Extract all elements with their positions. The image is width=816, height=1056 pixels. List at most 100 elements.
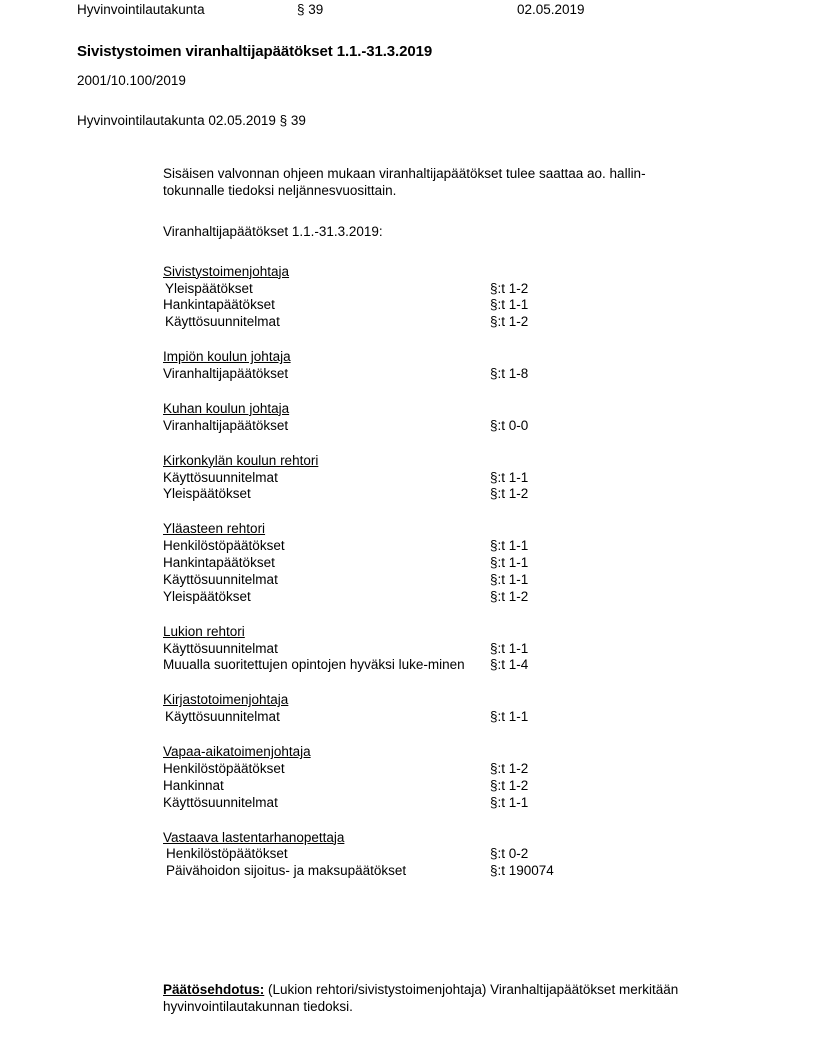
decision-row: Hankintapäätökset §:t 1-1 [163,297,763,314]
role-section: Impiön koulun johtaja Viranhaltijapäätöks… [163,349,763,383]
decision-row-value: §:t 0-0 [490,417,529,433]
decision-row-label: Käyttösuunnitelmat [163,571,278,587]
decision-row: Viranhaltijapäätökset §:t 0-0 [163,418,763,435]
header-organization: Hyvinvointilautakunta [77,2,205,17]
intro-line-2: tokunnalle tiedoksi neljännesvuosittain. [163,182,397,198]
role-heading: Yläasteen rehtori [163,521,266,537]
decision-row: Muualla suoritettujen opintojen hyväksi … [163,657,763,674]
decision-row: Yleispäätökset §:t 1-2 [163,281,763,298]
decision-row-value: §:t 1-2 [490,588,529,604]
role-rows: Yleispäätökset §:t 1-2 Hankintapäätökset §:… [163,281,763,332]
decision-row: Henkilöstöpäätökset §:t 1-1 [163,538,763,555]
decision-row: Käyttösuunnitelmat §:t 1-2 [163,314,763,331]
decision-row: Päivähoidon sijoitus- ja maksupäätökset §… [163,863,763,880]
role-section: Sivistystoimenjohtaja Yleispäätökset §:t 1… [163,264,763,332]
decision-row-value: §:t 1-1 [490,297,529,313]
decision-row: Henkilöstöpäätökset §:t 0-2 [163,846,763,863]
decision-row: Yleispäätökset §:t 1-2 [163,589,763,606]
role-heading: Kuhan koulun johtaja [163,400,290,416]
decision-row-value: §:t 0-2 [490,846,529,862]
decision-row: Käyttösuunnitelmat §:t 1-1 [163,572,763,589]
decision-row-value: §:t 1-2 [490,777,529,793]
meeting-line: Hyvinvointilautakunta 02.05.2019 § 39 [77,113,306,128]
decision-row-label: Henkilöstöpäätökset [166,846,288,862]
role-rows: Käyttösuunnitelmat §:t 1-1 Yleispäätökset §… [163,470,763,504]
decision-row-label: Hankintapäätökset [163,297,275,313]
reference-number: 2001/10.100/2019 [77,73,186,88]
role-rows: Käyttösuunnitelmat §:t 1-1 Muualla suorite… [163,641,763,675]
role-sections-list: Sivistystoimenjohtaja Yleispäätökset §:t 1… [163,241,763,881]
proposal-text: (Lukion rehtori/sivistystoimenjohtaja) V… [163,982,679,1014]
proposal-label: Päätösehdotus: [163,982,265,997]
decision-row: Hankinnat §:t 1-2 [163,778,763,795]
decision-row-label: Päivähoidon sijoitus- ja maksupäätökset [166,863,407,879]
role-rows: Henkilöstöpäätökset §:t 0-2 Päivähoidon si… [163,846,763,880]
decision-row-label: Käyttösuunnitelmat [165,314,280,330]
role-heading: Vastaava lastentarhanopettaja [163,829,345,845]
role-section: Yläasteen rehtori Henkilöstöpäätökset §:t … [163,521,763,605]
decision-row-value: §:t 1-2 [490,280,529,296]
decision-row-value: §:t 1-1 [490,469,529,485]
decision-row-value: §:t 1-2 [490,760,529,776]
decision-row: Hankintapäätökset §:t 1-1 [163,555,763,572]
decision-row-value: §:t 190074 [490,863,554,879]
role-rows: Viranhaltijapäätökset §:t 1-8 [163,366,763,383]
page-title: Sivistystoimen viranhaltijapäätökset 1.1… [77,43,433,61]
list-lead-in: Viranhaltijapäätökset 1.1.-31.3.2019: [163,223,383,239]
role-heading: Kirjastotoimenjohtaja [163,692,289,708]
decision-row: Käyttösuunnitelmat §:t 1-1 [163,795,763,812]
role-rows: Viranhaltijapäätökset §:t 0-0 [163,418,763,435]
role-section: Vastaava lastentarhanopettaja Henkilöstöp… [163,830,763,881]
role-section: Kirkonkylän koulun rehtori Käyttösuunnite… [163,453,763,504]
role-section: Kuhan koulun johtaja Viranhaltijapäätökse… [163,401,763,435]
decision-row-value: §:t 1-1 [490,538,529,554]
role-section: Vapaa-aikatoimenjohtaja Henkilöstöpäätöks… [163,744,763,812]
document-body: Sisäisen valvonnan ohjeen mukaan viranha… [163,166,763,880]
role-heading: Kirkonkylän koulun rehtori [163,452,319,468]
decision-row-label: Hankintapäätökset [163,555,275,570]
decision-row-label: Käyttösuunnitelmat [163,794,278,810]
decision-row-label: Yleispäätökset [165,280,253,296]
header-date: 02.05.2019 [517,2,585,17]
decision-row-label: Yleispäätökset [163,588,251,604]
decision-row-value: §:t 1-1 [490,571,529,587]
decision-row-value: §:t 1-8 [490,366,529,381]
role-rows: Käyttösuunnitelmat §:t 1-1 [163,709,763,726]
decision-row: Käyttösuunnitelmat §:t 1-1 [163,709,763,726]
decision-row-label: Henkilöstöpäätökset [163,760,285,776]
decision-row-label: Muualla suoritettujen opintojen hyväksi … [163,657,465,673]
intro-paragraph: Sisäisen valvonnan ohjeen mukaan viranha… [163,166,741,200]
decision-row: Yleispäätökset §:t 1-2 [163,486,763,503]
decision-row-label: Käyttösuunnitelmat [163,469,278,485]
role-rows: Henkilöstöpäätökset §:t 1-1 Hankintapäätök… [163,538,763,606]
running-header: Hyvinvointilautakunta § 39 02.05.2019 [77,2,757,20]
decision-row-value: §:t 1-2 [490,314,529,330]
decision-row-label: Hankinnat [163,777,224,793]
decision-row: Henkilöstöpäätökset §:t 1-2 [163,761,763,778]
header-section-number: § 39 [297,2,324,17]
decision-row-label: Viranhaltijapäätökset [163,366,289,381]
decision-row-value: §:t 1-4 [490,657,529,673]
decision-row-value: §:t 1-1 [490,709,529,725]
decision-row-label: Käyttösuunnitelmat [165,709,280,725]
role-section: Kirjastotoimenjohtaja Käyttösuunnitelmat §… [163,692,763,726]
decision-proposal: Päätösehdotus: (Lukion rehtori/sivistyst… [163,982,753,1016]
role-heading: Lukion rehtori [163,623,245,639]
decision-row: Viranhaltijapäätökset §:t 1-8 [163,366,763,383]
role-heading: Vapaa-aikatoimenjohtaja [163,744,311,759]
decision-row-label: Käyttösuunnitelmat [163,640,278,656]
role-heading: Impiön koulun johtaja [163,349,291,365]
decision-row-value: §:t 1-1 [490,555,529,570]
decision-row-value: §:t 1-1 [490,640,529,656]
role-heading: Sivistystoimenjohtaja [163,263,290,279]
decision-row: Käyttösuunnitelmat §:t 1-1 [163,641,763,658]
decision-row-value: §:t 1-1 [490,794,529,810]
role-rows: Henkilöstöpäätökset §:t 1-2 Hankinnat §:t 1… [163,761,763,812]
decision-row-label: Yleispäätökset [163,486,251,502]
decision-row-label: Henkilöstöpäätökset [163,538,285,554]
decision-row-label: Viranhaltijapäätökset [163,417,289,433]
decision-row: Käyttösuunnitelmat §:t 1-1 [163,470,763,487]
decision-row-value: §:t 1-2 [490,486,529,502]
role-section: Lukion rehtori Käyttösuunnitelmat §:t 1-1 M… [163,624,763,675]
